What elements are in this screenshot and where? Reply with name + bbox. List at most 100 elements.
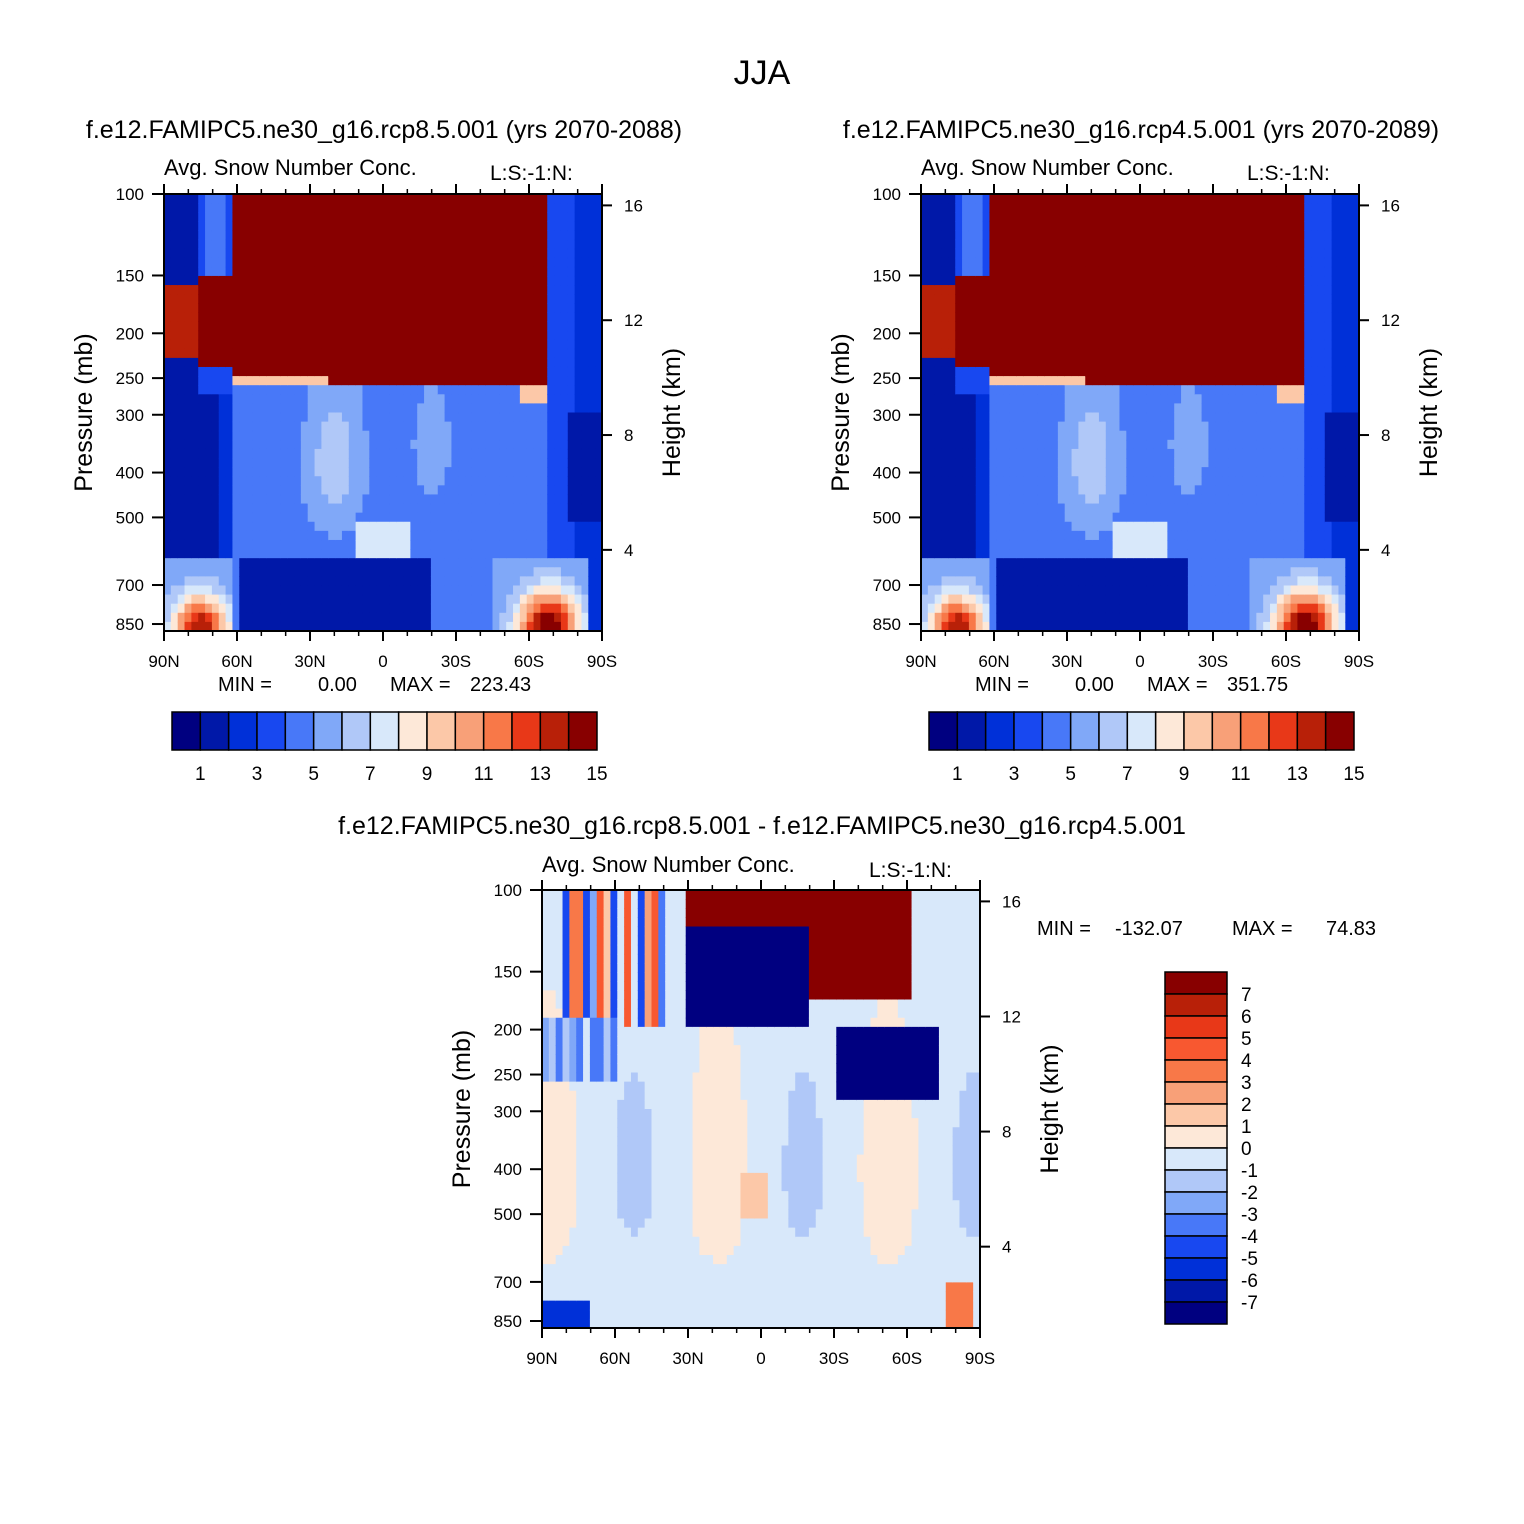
contour-cell <box>383 194 391 204</box>
contour-cell <box>328 212 336 222</box>
contour-cell <box>471 485 480 496</box>
contour-cell <box>403 585 411 596</box>
contour-cell <box>383 430 391 441</box>
contour-cell <box>588 303 596 313</box>
contour-cell <box>962 357 970 368</box>
contour-cell <box>588 212 596 222</box>
contour-cell <box>1167 612 1175 623</box>
contour-cell <box>1009 330 1018 341</box>
contour-cell <box>567 430 576 441</box>
contour-cell <box>1044 430 1052 441</box>
contour-cell <box>417 239 425 250</box>
contour-cell <box>560 421 569 432</box>
contour-cell <box>369 403 377 414</box>
contour-cell <box>417 330 425 341</box>
contour-cell <box>955 257 963 268</box>
contour-cell <box>1098 303 1107 313</box>
contour-cell <box>307 439 316 450</box>
contour-cell <box>1078 266 1086 277</box>
contour-cell <box>581 303 589 313</box>
contour-cell <box>389 294 398 304</box>
contour-cell <box>941 539 949 550</box>
contour-cell <box>478 539 487 550</box>
contour-cell <box>1133 585 1141 596</box>
contour-cell <box>554 221 562 232</box>
contour-cell <box>266 621 275 632</box>
contour-cell <box>1153 339 1162 350</box>
contour-cell <box>581 576 589 587</box>
contour-cell <box>581 594 589 605</box>
contour-cell <box>458 294 466 304</box>
contour-cell <box>485 321 494 332</box>
contour-cell <box>417 403 425 414</box>
contour-cell <box>403 539 411 550</box>
contour-cell <box>1003 412 1011 423</box>
contour-cell <box>1112 230 1121 241</box>
contour-cell <box>595 439 603 450</box>
contour-cell <box>1023 567 1032 577</box>
contour-cell <box>1167 594 1175 605</box>
contour-cell <box>239 439 247 450</box>
contour-cell <box>1057 248 1066 259</box>
contour-cell <box>1064 430 1073 441</box>
contour-cell <box>1105 539 1114 550</box>
contour-cell <box>451 585 459 596</box>
contour-cell <box>989 348 997 359</box>
contour-cell <box>595 485 603 496</box>
contour-cell <box>1126 494 1134 505</box>
contour-cell <box>218 621 227 632</box>
contour-cell <box>1092 394 1100 404</box>
contour-cell <box>1167 448 1175 459</box>
contour-cell <box>294 403 302 414</box>
contour-cell <box>396 212 405 222</box>
contour-cell <box>506 303 514 313</box>
contour-cell <box>389 494 398 505</box>
contour-cell <box>389 385 398 395</box>
contour-cell <box>1092 594 1100 605</box>
contour-cell <box>1071 485 1080 496</box>
contour-cell <box>177 348 186 359</box>
contour-cell <box>191 348 199 359</box>
contour-cell <box>170 266 179 277</box>
contour-cell <box>962 612 970 623</box>
contour-cell <box>478 603 487 614</box>
contour-cell <box>1003 239 1011 250</box>
contour-cell <box>567 485 576 496</box>
contour-cell <box>205 430 213 441</box>
contour-cell <box>1023 530 1032 541</box>
contour-cell <box>321 439 329 450</box>
contour-cell <box>170 330 179 341</box>
contour-cell <box>540 194 548 204</box>
contour-cell <box>499 476 507 486</box>
contour-cell <box>1078 285 1086 295</box>
contour-cell <box>513 357 521 368</box>
contour-cell <box>1167 539 1175 550</box>
contour-cell <box>424 448 432 459</box>
contour-cell <box>273 512 281 523</box>
contour-cell <box>1057 357 1066 368</box>
contour-cell <box>287 458 295 468</box>
contour-cell <box>540 621 548 632</box>
contour-cell <box>581 567 589 577</box>
contour-cell <box>328 476 336 486</box>
contour-cell <box>307 576 316 587</box>
contour-cell <box>211 539 220 550</box>
contour-cell <box>341 612 350 623</box>
contour-cell <box>1071 239 1080 250</box>
contour-cell <box>437 458 446 468</box>
contour-cell <box>1016 239 1025 250</box>
contour-cell <box>1160 576 1168 587</box>
contour-cell <box>424 239 432 250</box>
contour-cell <box>328 294 336 304</box>
contour-cell <box>424 512 432 523</box>
contour-cell <box>369 212 377 222</box>
contour-cell <box>355 539 364 550</box>
contour-cell <box>1092 212 1100 222</box>
contour-cell <box>1037 266 1045 277</box>
contour-cell <box>252 549 261 559</box>
contour-cell <box>205 366 213 377</box>
contour-cell <box>941 303 949 313</box>
contour-cell <box>975 467 984 477</box>
contour-cell <box>955 421 963 432</box>
contour-cell <box>280 539 288 550</box>
